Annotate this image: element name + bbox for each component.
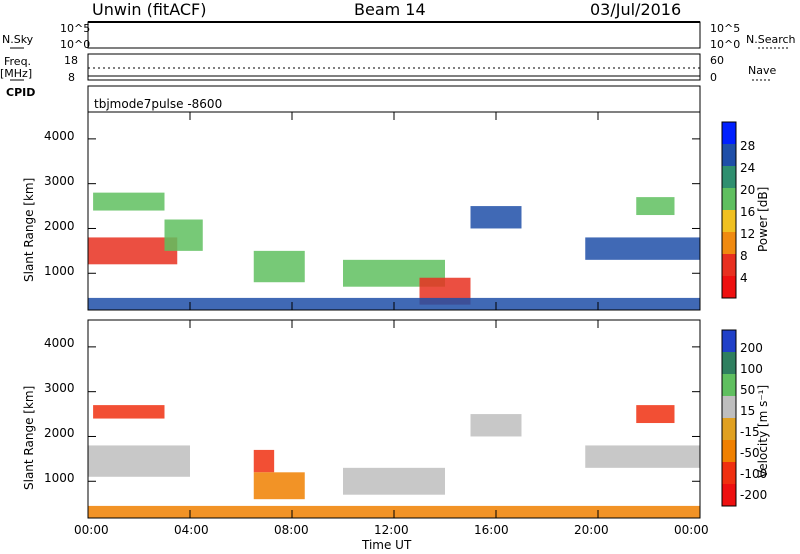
scatter-region-0-6 xyxy=(470,206,522,229)
power-cb-tick-28: 28 xyxy=(740,139,756,153)
scatter-region-0-0 xyxy=(88,237,178,265)
scatter-region-0-3 xyxy=(253,250,305,283)
power-ytick-2000: 2000 xyxy=(44,219,75,233)
scatter-region-1-2 xyxy=(253,449,275,473)
power-ylabel: Slant Range [km] xyxy=(22,177,36,282)
colorbar-seg-1-7 xyxy=(722,484,736,506)
velocity-cb-tick-m200: -200 xyxy=(740,488,768,502)
scatter-region-1-1 xyxy=(93,405,165,419)
freq-frame xyxy=(87,53,701,81)
velocity-cb-tick-m100: -100 xyxy=(740,467,768,481)
scatter-region-1-0 xyxy=(88,445,190,477)
nsky-tick-right-top: 10^5 xyxy=(710,22,741,35)
nave-tick-bottom: 0 xyxy=(710,71,717,84)
power-cb-tick-20: 20 xyxy=(740,183,756,197)
xtick-1600: 16:00 xyxy=(474,523,509,537)
velocity-cb-tick-m50: -50 xyxy=(740,446,760,460)
xtick-2000: 20:00 xyxy=(574,523,609,537)
nsky-tick-bottom: 10^0 xyxy=(60,38,91,51)
colorbar-seg-0-5 xyxy=(722,232,736,254)
date-label: 03/Jul/2016 xyxy=(590,0,682,19)
power-cb-tick-4: 4 xyxy=(740,271,748,285)
xtick-0000: 00:00 xyxy=(74,523,109,537)
colorbar-seg-1-0 xyxy=(722,330,736,352)
colorbar-seg-0-6 xyxy=(722,254,736,276)
xtick-1200: 12:00 xyxy=(374,523,409,537)
velocity-cb-tick-50: 50 xyxy=(740,383,756,397)
cpid-label: CPID xyxy=(6,86,36,99)
velocity-ylabel: Slant Range [km] xyxy=(22,385,36,490)
xtick-0400: 04:00 xyxy=(174,523,209,537)
colorbar-seg-1-6 xyxy=(722,462,736,484)
colorbar-seg-0-0 xyxy=(722,122,736,144)
colorbar-seg-0-2 xyxy=(722,166,736,188)
scatter-region-1-4 xyxy=(343,467,445,495)
velocity-ytick-4000: 4000 xyxy=(44,336,75,350)
scatter-region-1-7 xyxy=(636,405,675,424)
velocity-cb-tick-m15: -15 xyxy=(740,425,760,439)
scatter-region-1-6 xyxy=(585,445,700,468)
scatter-region-1-5 xyxy=(470,414,522,437)
colorbar-seg-1-4 xyxy=(722,418,736,440)
freq-tick-bottom: 8 xyxy=(68,71,75,84)
power-cb-tick-24: 24 xyxy=(740,161,756,175)
site-title: Unwin (fitACF) xyxy=(92,0,207,19)
scatter-region-0-2 xyxy=(164,219,203,251)
velocity-ytick-2000: 2000 xyxy=(44,426,75,440)
power-ytick-1000: 1000 xyxy=(44,264,75,278)
velocity-ytick-1000: 1000 xyxy=(44,471,75,485)
power-colorbar-label: Power [dB] xyxy=(756,186,770,252)
colorbar-seg-1-5 xyxy=(722,440,736,462)
scatter-region-0-1 xyxy=(93,192,165,211)
colorbar-seg-1-2 xyxy=(722,374,736,396)
colorbar-seg-0-3 xyxy=(722,188,736,210)
xaxis-label: Time UT xyxy=(362,538,412,552)
power-ytick-3000: 3000 xyxy=(44,174,75,188)
scatter-region-0-7 xyxy=(585,237,700,260)
power-cb-tick-16: 16 xyxy=(740,205,756,219)
colorbar-seg-1-1 xyxy=(722,352,736,374)
xtick-0800: 08:00 xyxy=(274,523,309,537)
velocity-cb-tick-15: 15 xyxy=(740,404,756,418)
cpid-value: tbjmode7pulse -8600 xyxy=(94,97,223,111)
power-cb-tick-8: 8 xyxy=(740,249,748,263)
nsearch-label: N.Search xyxy=(746,33,796,46)
freq-tick-top: 18 xyxy=(64,54,78,67)
colorbar-seg-0-7 xyxy=(722,276,736,298)
nave-label: Nave xyxy=(748,64,777,77)
scatter-region-1-3 xyxy=(253,472,305,500)
scatter-region-0-8 xyxy=(636,197,675,216)
nsky-frame xyxy=(87,21,701,49)
power-cb-tick-12: 12 xyxy=(740,227,756,241)
colorbar-frame-0 xyxy=(721,121,737,299)
nsky-label: N.Sky xyxy=(2,33,34,46)
velocity-ytick-3000: 3000 xyxy=(44,381,75,395)
colorbar-seg-0-1 xyxy=(722,144,736,166)
nave-tick-top: 60 xyxy=(710,54,724,67)
power-ytick-4000: 4000 xyxy=(44,129,75,143)
colorbar-seg-1-3 xyxy=(722,396,736,418)
nsky-tick-top: 10^5 xyxy=(60,22,91,35)
velocity-cb-tick-200: 200 xyxy=(740,341,763,355)
beam-label: Beam 14 xyxy=(354,0,426,19)
freq-unit: [MHz] xyxy=(0,67,33,80)
velocity-cb-tick-100: 100 xyxy=(740,362,763,376)
freq-label: Freq. xyxy=(4,55,32,68)
colorbar-frame-1 xyxy=(721,329,737,507)
xtick-2400: 00:00 xyxy=(674,523,709,537)
nsky-tick-right-bottom: 10^0 xyxy=(710,38,741,51)
colorbar-seg-0-4 xyxy=(722,210,736,232)
